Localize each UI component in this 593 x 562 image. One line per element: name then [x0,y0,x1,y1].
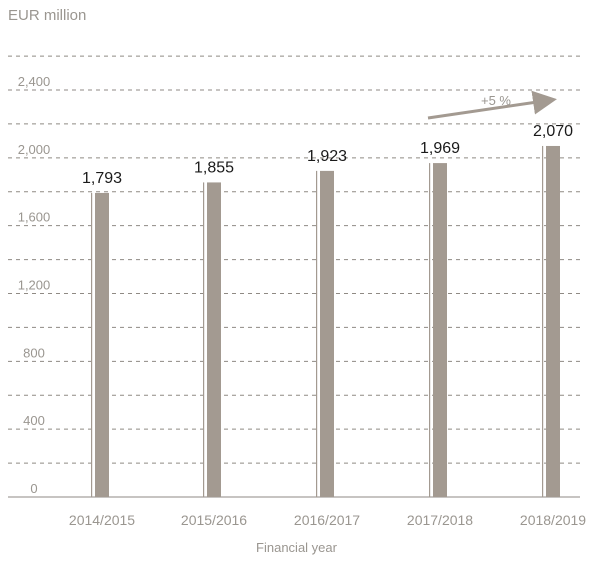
growth-label: +5 % [481,93,511,108]
bar [316,170,334,498]
y-tick-label: 2,400 [18,74,51,89]
value-label: 1,969 [420,140,460,157]
value-label: 1,923 [307,148,347,165]
y-tick-label: 400 [23,413,45,428]
x-tick-label: 2014/2015 [69,512,135,528]
bar [203,182,221,497]
bar [542,145,560,497]
value-label: 2,070 [533,123,573,140]
x-tick-label: 2016/2017 [294,512,360,528]
bar-edge [429,163,431,497]
x-axis-title: Financial year [256,540,337,555]
bar [91,192,109,498]
growth-arrow [427,90,557,120]
bar-edge [203,182,205,497]
bar-edge [316,170,318,498]
bar-edge [91,192,93,498]
x-tick-label: 2017/2018 [407,512,473,528]
bar [429,163,447,497]
y-tick-label: 0 [30,481,37,496]
gridlines [8,55,580,498]
bar-body [320,170,334,498]
bar-body [207,182,221,497]
x-tick-label: 2018/2019 [520,512,586,528]
bars [91,145,560,498]
value-labels: 1,793 1,855 1,923 1,969 2,070 [82,123,573,187]
y-tick-label: 1,600 [18,210,51,225]
x-axis-ticks: 2014/2015 2015/2016 2016/2017 2017/2018 2018… [69,512,586,528]
bar-edge [542,145,544,497]
value-label: 1,855 [194,159,234,176]
growth-annotation: +5 % [427,90,557,120]
y-axis-ticks: 0 400 800 1,200 1,600 2,000 2,400 [18,74,51,496]
y-tick-label: 1,200 [18,278,51,293]
value-label: 1,793 [82,170,122,187]
y-tick-label: 800 [23,345,45,360]
unit-label: EUR million [8,7,87,24]
bar-body [433,163,447,497]
bar-body [95,192,109,498]
bar-body [546,145,560,497]
x-tick-label: 2015/2016 [181,512,247,528]
y-tick-label: 2,000 [18,142,51,157]
